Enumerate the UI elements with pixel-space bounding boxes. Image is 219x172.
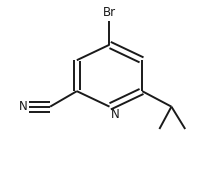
Text: Br: Br — [103, 6, 116, 19]
Text: N: N — [111, 108, 120, 121]
Text: N: N — [19, 100, 27, 113]
